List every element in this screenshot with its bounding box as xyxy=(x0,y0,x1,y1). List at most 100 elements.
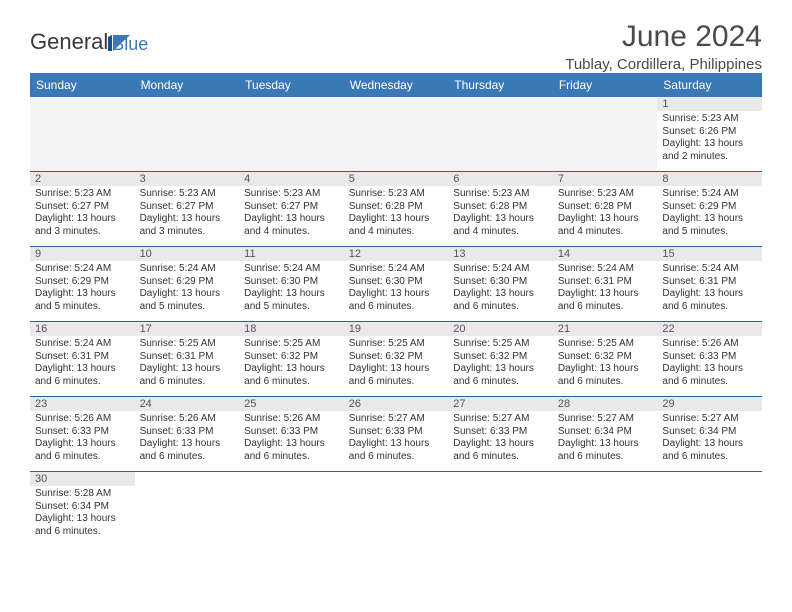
daylight-line: Daylight: 13 hours and 6 minutes. xyxy=(558,438,653,463)
day-number xyxy=(135,472,240,486)
day-cell: Sunrise: 5:27 AMSunset: 6:33 PMDaylight:… xyxy=(448,411,553,471)
day-cell: Sunrise: 5:25 AMSunset: 6:32 PMDaylight:… xyxy=(344,336,449,396)
sunset-line: Sunset: 6:26 PM xyxy=(662,126,757,139)
day-number: 8 xyxy=(657,172,762,186)
sunrise-line: Sunrise: 5:23 AM xyxy=(140,188,235,201)
day-cell: Sunrise: 5:24 AMSunset: 6:29 PMDaylight:… xyxy=(30,261,135,321)
daylight-line: Daylight: 13 hours and 4 minutes. xyxy=(244,213,339,238)
sunset-line: Sunset: 6:33 PM xyxy=(349,426,444,439)
day-header: Thursday xyxy=(448,73,553,97)
sunrise-line: Sunrise: 5:27 AM xyxy=(662,413,757,426)
day-number: 11 xyxy=(239,247,344,261)
daylight-line: Daylight: 13 hours and 6 minutes. xyxy=(662,363,757,388)
sunset-line: Sunset: 6:29 PM xyxy=(35,276,130,289)
daylight-line: Daylight: 13 hours and 6 minutes. xyxy=(558,363,653,388)
sunrise-line: Sunrise: 5:24 AM xyxy=(35,338,130,351)
day-number: 3 xyxy=(135,172,240,186)
page: General Blue June 2024 Tublay, Cordiller… xyxy=(0,0,792,612)
daylight-line: Daylight: 13 hours and 6 minutes. xyxy=(35,513,130,538)
sunset-line: Sunset: 6:34 PM xyxy=(558,426,653,439)
day-cell xyxy=(553,486,658,546)
day-cell: Sunrise: 5:27 AMSunset: 6:34 PMDaylight:… xyxy=(553,411,658,471)
day-cell xyxy=(344,111,449,171)
sunrise-line: Sunrise: 5:27 AM xyxy=(453,413,548,426)
daylight-line: Daylight: 13 hours and 4 minutes. xyxy=(453,213,548,238)
title-block: June 2024 Tublay, Cordillera, Philippine… xyxy=(565,20,762,73)
daylight-line: Daylight: 13 hours and 6 minutes. xyxy=(453,363,548,388)
day-cell xyxy=(239,486,344,546)
daylight-line: Daylight: 13 hours and 6 minutes. xyxy=(349,438,444,463)
day-number xyxy=(135,97,240,111)
sunset-line: Sunset: 6:30 PM xyxy=(453,276,548,289)
day-number: 30 xyxy=(30,472,135,486)
day-number xyxy=(30,97,135,111)
sunrise-line: Sunrise: 5:25 AM xyxy=(558,338,653,351)
sunset-line: Sunset: 6:33 PM xyxy=(35,426,130,439)
day-cell: Sunrise: 5:25 AMSunset: 6:32 PMDaylight:… xyxy=(448,336,553,396)
day-cell xyxy=(344,486,449,546)
day-cell xyxy=(448,486,553,546)
day-cell xyxy=(553,111,658,171)
day-header: Friday xyxy=(553,73,658,97)
sunset-line: Sunset: 6:27 PM xyxy=(244,201,339,214)
sunset-line: Sunset: 6:33 PM xyxy=(662,351,757,364)
day-cell xyxy=(239,111,344,171)
day-cell xyxy=(448,111,553,171)
sunrise-line: Sunrise: 5:26 AM xyxy=(244,413,339,426)
day-number: 17 xyxy=(135,322,240,336)
daylight-line: Daylight: 13 hours and 6 minutes. xyxy=(140,363,235,388)
day-number: 13 xyxy=(448,247,553,261)
day-cell: Sunrise: 5:24 AMSunset: 6:31 PMDaylight:… xyxy=(657,261,762,321)
sunset-line: Sunset: 6:31 PM xyxy=(662,276,757,289)
sunset-line: Sunset: 6:32 PM xyxy=(558,351,653,364)
logo: General Blue xyxy=(30,20,148,55)
page-subtitle: Tublay, Cordillera, Philippines xyxy=(565,56,762,73)
sunrise-line: Sunrise: 5:26 AM xyxy=(662,338,757,351)
day-number: 1 xyxy=(657,97,762,111)
day-number: 20 xyxy=(448,322,553,336)
day-number: 29 xyxy=(657,397,762,411)
day-number: 7 xyxy=(553,172,658,186)
sunset-line: Sunset: 6:28 PM xyxy=(349,201,444,214)
sunrise-line: Sunrise: 5:25 AM xyxy=(349,338,444,351)
day-cell: Sunrise: 5:23 AMSunset: 6:27 PMDaylight:… xyxy=(30,186,135,246)
sunrise-line: Sunrise: 5:24 AM xyxy=(662,263,757,276)
day-number: 22 xyxy=(657,322,762,336)
day-number: 28 xyxy=(553,397,658,411)
day-cell: Sunrise: 5:26 AMSunset: 6:33 PMDaylight:… xyxy=(30,411,135,471)
sunrise-line: Sunrise: 5:26 AM xyxy=(35,413,130,426)
day-number xyxy=(448,472,553,486)
daylight-line: Daylight: 13 hours and 6 minutes. xyxy=(35,438,130,463)
day-cell xyxy=(135,111,240,171)
day-cell: Sunrise: 5:23 AMSunset: 6:26 PMDaylight:… xyxy=(657,111,762,171)
day-number: 4 xyxy=(239,172,344,186)
sunset-line: Sunset: 6:30 PM xyxy=(349,276,444,289)
sunset-line: Sunset: 6:34 PM xyxy=(662,426,757,439)
day-cell: Sunrise: 5:24 AMSunset: 6:31 PMDaylight:… xyxy=(553,261,658,321)
header: General Blue June 2024 Tublay, Cordiller… xyxy=(30,20,762,73)
sunrise-line: Sunrise: 5:23 AM xyxy=(35,188,130,201)
logo-text-blue: Blue xyxy=(112,34,148,55)
sunset-line: Sunset: 6:28 PM xyxy=(558,201,653,214)
sunset-line: Sunset: 6:32 PM xyxy=(349,351,444,364)
day-number: 6 xyxy=(448,172,553,186)
logo-text-general: General xyxy=(30,29,108,55)
sunrise-line: Sunrise: 5:28 AM xyxy=(35,488,130,501)
sunset-line: Sunset: 6:28 PM xyxy=(453,201,548,214)
day-number: 16 xyxy=(30,322,135,336)
day-cell xyxy=(30,111,135,171)
day-number: 18 xyxy=(239,322,344,336)
sunrise-line: Sunrise: 5:24 AM xyxy=(244,263,339,276)
day-cell: Sunrise: 5:28 AMSunset: 6:34 PMDaylight:… xyxy=(30,486,135,546)
day-cell: Sunrise: 5:24 AMSunset: 6:31 PMDaylight:… xyxy=(30,336,135,396)
sunrise-line: Sunrise: 5:27 AM xyxy=(349,413,444,426)
day-number: 19 xyxy=(344,322,449,336)
day-cell: Sunrise: 5:26 AMSunset: 6:33 PMDaylight:… xyxy=(239,411,344,471)
sunrise-line: Sunrise: 5:24 AM xyxy=(35,263,130,276)
sunrise-line: Sunrise: 5:23 AM xyxy=(558,188,653,201)
day-number: 5 xyxy=(344,172,449,186)
day-number: 15 xyxy=(657,247,762,261)
sunset-line: Sunset: 6:27 PM xyxy=(140,201,235,214)
daylight-line: Daylight: 13 hours and 5 minutes. xyxy=(140,288,235,313)
day-number: 12 xyxy=(344,247,449,261)
